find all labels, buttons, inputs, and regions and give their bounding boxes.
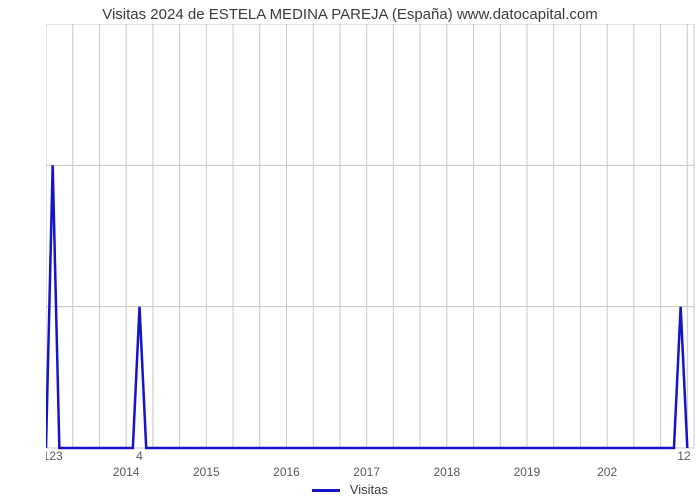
svg-text:2015: 2015 bbox=[193, 465, 220, 479]
chart-container: Visitas 2024 de ESTELA MEDINA PAREJA (Es… bbox=[0, 0, 700, 500]
svg-text:2018: 2018 bbox=[433, 465, 460, 479]
legend-swatch bbox=[312, 489, 340, 492]
legend: Visitas bbox=[0, 482, 700, 497]
svg-text:2019: 2019 bbox=[514, 465, 541, 479]
plot-area: 0123123412201420152016201720182019202 bbox=[46, 24, 700, 488]
legend-label: Visitas bbox=[350, 482, 388, 497]
svg-text:2016: 2016 bbox=[273, 465, 300, 479]
svg-text:2017: 2017 bbox=[353, 465, 380, 479]
svg-text:4: 4 bbox=[136, 449, 143, 463]
svg-text:3: 3 bbox=[56, 449, 63, 463]
chart-title: Visitas 2024 de ESTELA MEDINA PAREJA (Es… bbox=[0, 6, 700, 23]
svg-text:202: 202 bbox=[597, 465, 617, 479]
svg-text:2: 2 bbox=[684, 449, 691, 463]
svg-text:2014: 2014 bbox=[113, 465, 140, 479]
